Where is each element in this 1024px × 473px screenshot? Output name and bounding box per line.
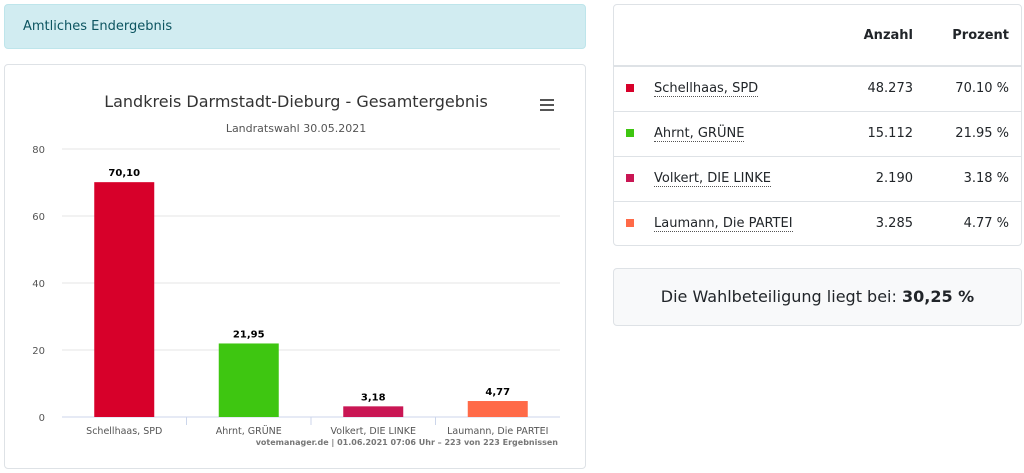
data-label: 21,95 (233, 329, 265, 340)
color-swatch-laumann (626, 219, 634, 228)
candidate-header (650, 5, 835, 67)
x-tick-label: Schellhaas, SPD (86, 426, 162, 437)
y-tick-label: 80 (32, 145, 45, 156)
percent-header: Prozent (925, 5, 1021, 67)
count-header: Anzahl (835, 5, 925, 67)
y-tick-label: 40 (32, 279, 45, 290)
results-header-row: Anzahl Prozent (614, 5, 1021, 67)
y-tick-label: 20 (32, 346, 45, 357)
percent-volkert: 3.18 % (925, 155, 1021, 201)
results-table: Anzahl Prozent Schellhaas, SPD 48.273 70… (614, 5, 1021, 246)
candidate-link-laumann[interactable]: Laumann, Die PARTEI (654, 216, 793, 233)
x-tick-label: Volkert, DIE LINKE (331, 426, 416, 437)
color-swatch-schellhaas (626, 84, 634, 93)
chart-subtitle: Landratswahl 30.05.2021 (226, 122, 366, 135)
percent-laumann: 4.77 % (925, 200, 1021, 246)
data-label: 70,10 (108, 168, 140, 179)
count-laumann: 3.285 (835, 200, 925, 246)
candidate-link-ahrnt[interactable]: Ahrnt, GRÜNE (654, 126, 745, 142)
x-tick-label: Laumann, Die PARTEI (447, 426, 548, 437)
candidate-link-schellhaas[interactable]: Schellhaas, SPD (654, 81, 759, 98)
percent-schellhaas: 70.10 % (955, 81, 1009, 97)
percent-ahrnt: 21.95 % (925, 110, 1021, 156)
chart-card: Landkreis Darmstadt-Dieburg - Gesamterge… (4, 64, 586, 469)
banner-text: Amtliches Endergebnis (23, 19, 173, 34)
swatch-header (614, 5, 650, 67)
bar (343, 406, 404, 417)
y-tick-label: 0 (39, 413, 45, 424)
chart-credits: votemanager.de | 01.06.2021 07:06 Uhr – … (256, 438, 559, 447)
y-tick-label: 60 (32, 212, 45, 223)
data-label: 3,18 (361, 392, 386, 403)
x-tick-label: Ahrnt, GRÜNE (216, 426, 282, 437)
status-banner: Amtliches Endergebnis (4, 4, 586, 49)
chart-title: Landkreis Darmstadt-Dieburg - Gesamterge… (104, 92, 488, 111)
bar-chart: Landkreis Darmstadt-Dieburg - Gesamterge… (32, 92, 560, 447)
count-ahrnt: 15.112 (835, 110, 925, 156)
bar (218, 343, 279, 417)
data-label: 4,77 (485, 387, 510, 398)
table-row: Laumann, Die PARTEI 3.285 4.77 % (614, 200, 1021, 246)
count-volkert: 2.190 (835, 155, 925, 201)
turnout-card: Die Wahlbeteiligung liegt bei: 30,25 % (613, 268, 1022, 326)
results-card: Anzahl Prozent Schellhaas, SPD 48.273 70… (613, 4, 1022, 246)
color-swatch-volkert (626, 174, 634, 182)
turnout-label: Die Wahlbeteiligung liegt bei: (660, 287, 897, 306)
candidate-link-volkert[interactable]: Volkert, DIE LINKE (654, 171, 771, 187)
table-row: Ahrnt, GRÜNE 15.112 21.95 % (614, 110, 1021, 156)
table-row: Schellhaas, SPD 48.273 70.10 % (614, 66, 1021, 111)
bar (94, 182, 155, 417)
color-swatch-ahrnt (626, 129, 634, 137)
count-schellhaas: 48.273 (867, 81, 914, 97)
bar (467, 401, 528, 417)
hamburger-menu-icon[interactable] (540, 99, 554, 111)
table-row: Volkert, DIE LINKE 2.190 3.18 % (614, 155, 1021, 201)
turnout-value: 30,25 % (901, 287, 975, 306)
